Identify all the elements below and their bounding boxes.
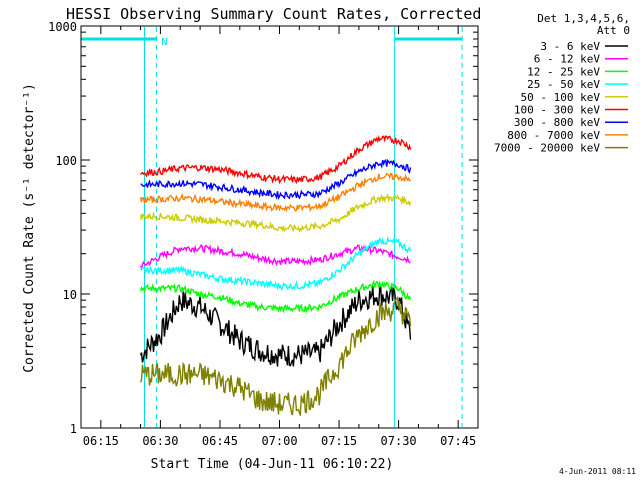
legend-item-label: 3 - 6 keV — [540, 40, 600, 53]
annotation-label: N — [161, 37, 167, 48]
series-line — [139, 244, 411, 272]
series-line — [140, 158, 412, 200]
x-tick-label: 07:45 — [440, 434, 476, 448]
legend-item-label: 12 - 25 keV — [527, 65, 600, 78]
series-line — [140, 236, 412, 291]
legend-header: Det 1,3,4,5,6, — [537, 12, 630, 25]
legend-item-label: 25 - 50 keV — [527, 78, 600, 91]
y-tick-label: 1 — [70, 422, 77, 436]
timestamp-footer: 4-Jun-2011 08:11 — [559, 467, 636, 476]
legend-item-label: 6 - 12 keV — [534, 53, 601, 66]
x-tick-label: 06:15 — [83, 434, 119, 448]
y-tick-label: 100 — [55, 154, 77, 168]
legend-header: Att 0 — [597, 24, 630, 37]
series-line — [139, 172, 411, 213]
plot-area: 06:15 06:30 06:45 07:00 07:15 07:30 07:45 1 10 10… — [48, 20, 479, 448]
series-line — [140, 134, 412, 185]
series-line — [139, 295, 412, 416]
y-tick-label: 1000 — [48, 20, 77, 34]
x-tick-label: 06:45 — [202, 434, 238, 448]
x-tick-label: 07:30 — [381, 434, 417, 448]
chart-title: HESSI Observing Summary Count Rates, Cor… — [66, 5, 481, 23]
y-tick-label: 10 — [63, 288, 77, 302]
x-tick-label: 06:30 — [142, 434, 178, 448]
legend-item-label: 300 - 800 keV — [514, 116, 600, 129]
legend-item-label: 7000 - 20000 keV — [494, 142, 600, 155]
series-line — [139, 285, 412, 367]
series-line — [139, 279, 412, 314]
x-tick-label: 07:15 — [321, 434, 357, 448]
series-line — [139, 192, 412, 233]
x-axis-label: Start Time (04-Jun-11 06:10:22) — [151, 457, 394, 472]
x-tick-label: 07:00 — [261, 434, 297, 448]
legend-item-label: 100 - 300 keV — [514, 104, 600, 117]
legend-item-label: 50 - 100 keV — [521, 91, 601, 104]
y-axis-label: Corrected Count Rate (s⁻¹ detector⁻¹) — [22, 83, 37, 373]
legend-item-label: 800 - 7000 keV — [507, 129, 600, 142]
